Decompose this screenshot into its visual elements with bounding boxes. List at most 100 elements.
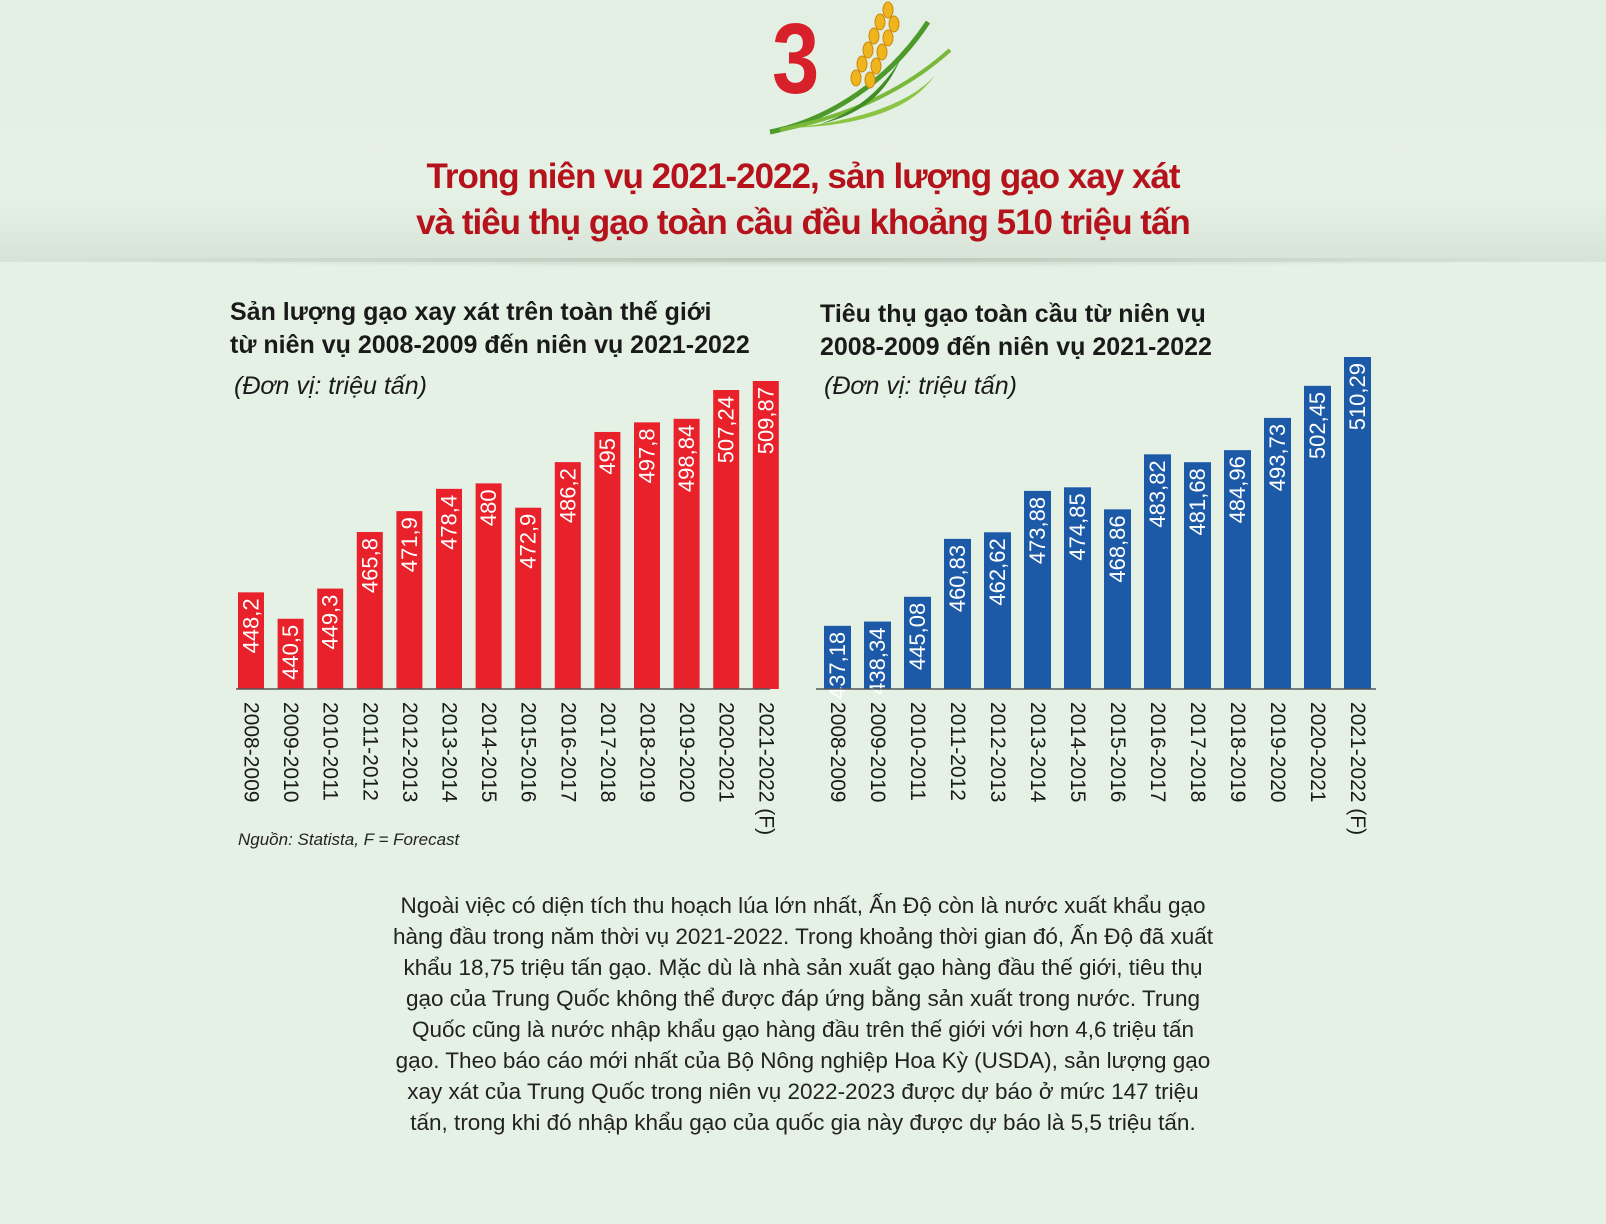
consumption-chart-unit: (Đơn vị: triệu tấn) (824, 372, 1017, 400)
production-bar (752, 381, 779, 689)
production-value-label: 449,3 (318, 595, 343, 650)
consumption-category-label: 2014-2015 (1066, 702, 1089, 802)
consumption-category-label: 2021-2022 (F) (1346, 702, 1369, 835)
production-category-label: 2016-2017 (556, 702, 579, 802)
consumption-category-label: 2011-2012 (946, 702, 969, 801)
charts-canvas: 448,2 2008-2009 440,5 2009-2010 449,3 2010-20… (236, 357, 1376, 835)
production-bar (634, 422, 660, 689)
consumption-bar (1104, 509, 1131, 689)
production-bar (515, 507, 542, 689)
consumption-bar (1184, 462, 1211, 689)
production-value-label: 471,9 (397, 517, 422, 572)
production-chart-title-line1: Sản lượng gạo xay xát trên toàn thế giới (230, 298, 712, 326)
production-category-label: 2015-2016 (517, 702, 540, 802)
production-value-label: 507,24 (714, 396, 739, 463)
consumption-chart-title: Tiêu thụ gạo toàn cầu từ niên vụ 2008-20… (820, 298, 1212, 364)
consumption-value-label: 493,73 (1265, 424, 1290, 491)
consumption-bar (1064, 487, 1091, 689)
production-category-label: 2014-2015 (477, 702, 500, 802)
production-category-label: 2010-2011 (319, 702, 342, 801)
consumption-value-label: 462,62 (985, 538, 1010, 605)
section-number: 3 (772, 3, 820, 115)
production-category-label: 2021-2022 (F) (754, 702, 777, 835)
consumption-category-label: 2017-2018 (1186, 702, 1209, 802)
consumption-category-label: 2010-2011 (906, 702, 929, 801)
production-category-label: 2017-2018 (596, 702, 619, 802)
production-bar (475, 483, 502, 689)
consumption-bar (904, 596, 931, 689)
consumption-chart-title-line1: Tiêu thụ gạo toàn cầu từ niên vụ (820, 300, 1206, 328)
production-bar (356, 532, 383, 689)
headline-line2: và tiêu thụ gạo toàn cầu đều khoảng 510 … (416, 203, 1191, 242)
consumption-value-label: 502,45 (1305, 392, 1330, 459)
production-value-label: 497,8 (635, 428, 660, 483)
production-category-label: 2008-2009 (240, 702, 263, 802)
production-value-label: 480 (476, 489, 501, 526)
consumption-value-label: 474,85 (1065, 493, 1090, 560)
production-chart-title: Sản lượng gạo xay xát trên toàn thế giới… (230, 296, 750, 362)
consumption-value-label: 460,83 (945, 545, 970, 612)
production-value-label: 448,2 (239, 598, 264, 653)
consumption-bar (1144, 454, 1171, 689)
consumption-bar (1264, 417, 1291, 689)
consumption-value-label: 438,34 (865, 628, 890, 695)
consumption-bar (864, 621, 891, 689)
header-divider (0, 258, 1606, 268)
production-value-label: 472,9 (516, 514, 541, 569)
source-note: Nguồn: Statista, F = Forecast (238, 830, 460, 849)
production-value-label: 440,5 (278, 625, 303, 680)
production-value-label: 498,84 (674, 425, 699, 492)
consumption-bar (1024, 490, 1051, 689)
production-bar (594, 431, 621, 689)
consumption-value-label: 483,82 (1145, 460, 1170, 527)
production-category-label: 2011-2012 (358, 702, 381, 801)
headline-line1: Trong niên vụ 2021-2022, sản lượng gạo x… (426, 157, 1180, 196)
production-bar (317, 588, 344, 689)
consumption-value-label: 481,68 (1185, 468, 1210, 535)
production-bar (673, 418, 700, 689)
consumption-value-label: 445,08 (905, 603, 930, 670)
production-bar (238, 592, 264, 689)
consumption-category-label: 2012-2013 (986, 702, 1009, 802)
production-value-label: 495 (595, 438, 620, 475)
production-category-label: 2012-2013 (398, 702, 421, 802)
consumption-category-label: 2020-2021 (1306, 702, 1329, 802)
consumption-value-label: 437,18 (825, 632, 850, 699)
production-chart-title-line2: từ niên vụ 2008-2009 đến niên vụ 2021-20… (230, 331, 750, 359)
production-value-label: 509,87 (753, 387, 778, 454)
body-paragraph: Ngoài việc có diện tích thu hoạch lúa lớ… (392, 893, 1214, 1135)
consumption-category-label: 2019-2020 (1266, 702, 1289, 802)
production-bar (713, 390, 740, 689)
production-category-label: 2009-2010 (279, 702, 302, 802)
consumption-category-label: 2018-2019 (1226, 702, 1249, 802)
consumption-category-label: 2016-2017 (1146, 702, 1169, 802)
production-chart-unit: (Đơn vị: triệu tấn) (234, 372, 427, 400)
consumption-bar (984, 532, 1011, 689)
consumption-chart-title-line2: 2008-2009 đến niên vụ 2021-2022 (820, 333, 1212, 361)
production-value-label: 478,4 (437, 495, 462, 550)
production-value-label: 486,2 (555, 468, 580, 523)
production-value-label: 465,8 (357, 538, 382, 593)
consumption-value-label: 468,86 (1105, 515, 1130, 582)
production-bar (436, 488, 462, 689)
consumption-bar (1344, 357, 1371, 689)
header-band (0, 0, 1606, 262)
consumption-bar (1224, 450, 1251, 689)
consumption-category-label: 2009-2010 (866, 702, 889, 802)
consumption-category-label: 2013-2014 (1026, 702, 1049, 803)
consumption-value-label: 473,88 (1025, 497, 1050, 564)
rice-stalk-icon (769, 1, 952, 135)
production-bar (277, 618, 304, 689)
headline: Trong niên vụ 2021-2022, sản lượng gạo x… (300, 154, 1306, 246)
production-category-label: 2020-2021 (715, 702, 738, 802)
production-bar (396, 511, 423, 689)
consumption-category-label: 2008-2009 (826, 702, 849, 802)
consumption-bar (824, 625, 851, 689)
production-category-label: 2018-2019 (636, 702, 659, 802)
production-bar (554, 462, 581, 689)
consumption-value-label: 484,96 (1225, 456, 1250, 523)
consumption-value-label: 510,29 (1345, 363, 1370, 430)
consumption-bar (1304, 385, 1331, 689)
production-category-label: 2013-2014 (438, 702, 461, 803)
consumption-category-label: 2015-2016 (1106, 702, 1129, 802)
